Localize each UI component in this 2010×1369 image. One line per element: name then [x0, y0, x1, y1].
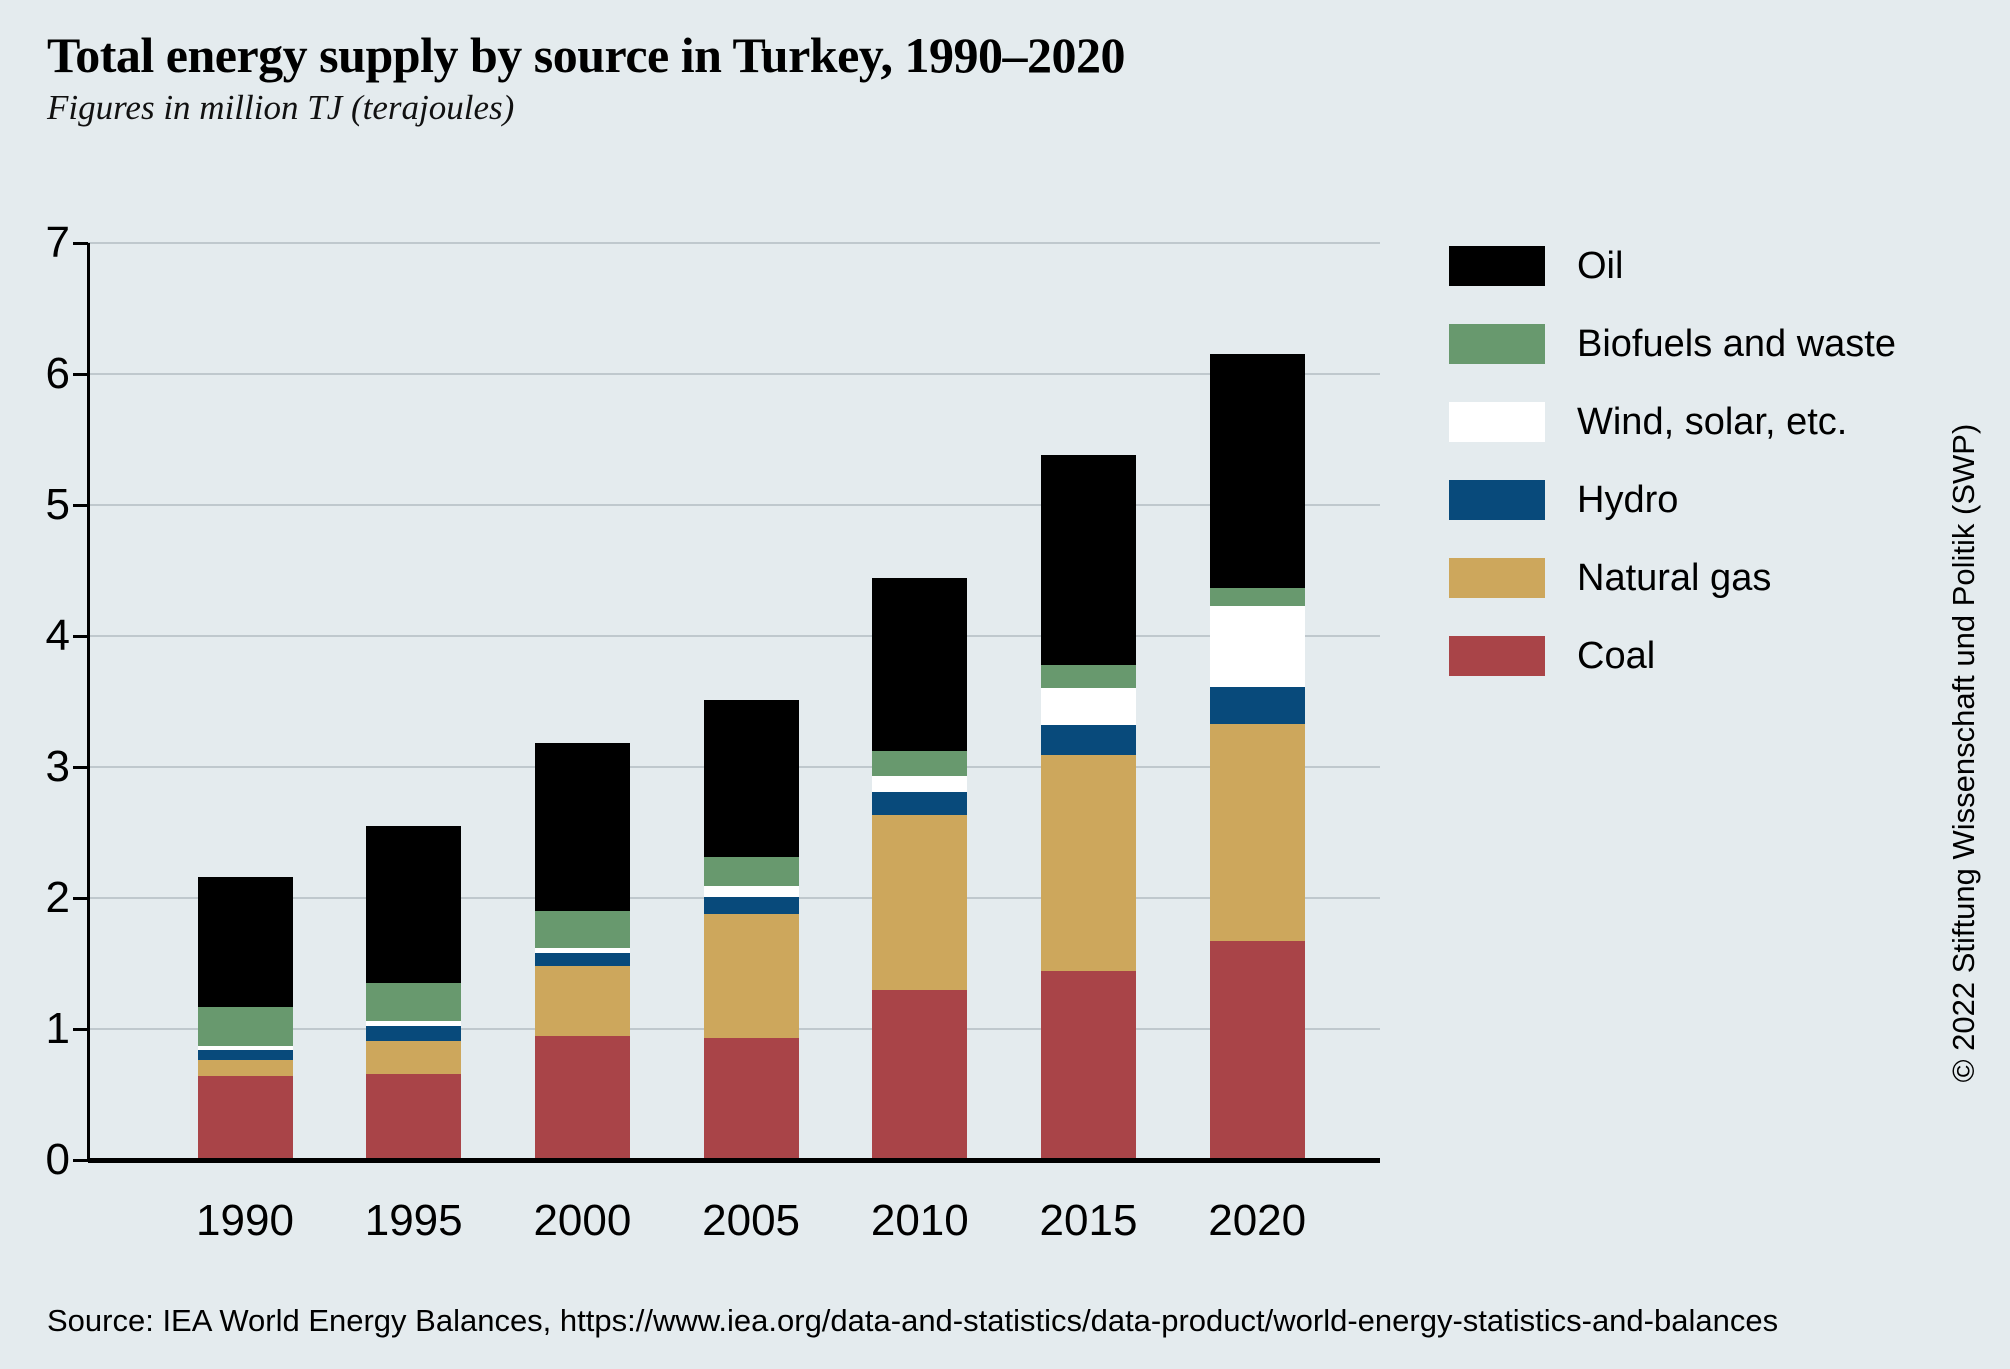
bar-segment-natural-gas-2015 [1041, 755, 1136, 972]
bar-segment-coal-1995 [366, 1073, 462, 1160]
bar-segment-wind-solar-2000 [534, 947, 630, 954]
bar-segment-wind-solar-2015 [1041, 688, 1136, 726]
y-tick-mark-2 [73, 897, 88, 900]
legend-item-natural-gas: Natural gas [1449, 556, 1896, 599]
bar-segment-biofuels-2010 [872, 751, 968, 777]
bar-segment-hydro-2000 [534, 953, 630, 967]
bar-segment-oil-2015 [1041, 455, 1136, 665]
y-tick-label-1: 1 [45, 1004, 70, 1053]
legend: Oil Biofuels and waste Wind, solar, etc. Hy… [1449, 244, 1896, 714]
source-line: Source: IEA World Energy Balances, https… [47, 1303, 1779, 1338]
bar-segment-oil-2010 [872, 578, 968, 752]
x-tick-label-1990: 1990 [196, 1196, 294, 1245]
legend-swatch-coal [1449, 636, 1545, 676]
bar-segment-natural-gas-2005 [703, 913, 799, 1039]
y-tick-label-2: 2 [45, 873, 70, 922]
bar-segment-biofuels-2000 [534, 911, 630, 948]
y-tick-label-0: 0 [45, 1135, 70, 1184]
y-tick-mark-6 [73, 373, 88, 376]
legend-label-oil: Oil [1577, 244, 1624, 287]
legend-swatch-wind-solar [1449, 402, 1545, 442]
y-tick-mark-5 [73, 504, 88, 507]
bar-segment-oil-1990 [197, 877, 293, 1007]
bar-segment-biofuels-2005 [703, 857, 799, 887]
bar-segment-coal-1990 [197, 1076, 293, 1160]
chart-subtitle: Figures in million TJ (terajoules) [47, 88, 515, 127]
bar-segment-hydro-2020 [1209, 687, 1305, 724]
legend-item-wind-solar: Wind, solar, etc. [1449, 400, 1896, 443]
gridline-6 [88, 373, 1380, 375]
legend-label-hydro: Hydro [1577, 478, 1679, 521]
bar-segment-biofuels-1990 [197, 1006, 293, 1047]
x-tick-label-2020: 2020 [1208, 1196, 1307, 1245]
legend-label-biofuels: Biofuels and waste [1577, 322, 1896, 365]
y-tick-mark-0 [73, 1159, 88, 1162]
legend-swatch-natural-gas [1449, 558, 1545, 598]
copyright-vertical: © 2022 Stiftung Wissenschaft und Politik… [1946, 423, 1981, 1083]
y-tick-label-3: 3 [45, 742, 70, 791]
bar-segment-natural-gas-2010 [872, 815, 968, 990]
legend-item-oil: Oil [1449, 244, 1896, 287]
y-tick-mark-3 [73, 766, 88, 769]
legend-item-biofuels: Biofuels and waste [1449, 322, 1896, 365]
gridline-4 [88, 635, 1380, 637]
legend-label-natural-gas: Natural gas [1577, 556, 1772, 599]
legend-swatch-oil [1449, 246, 1545, 286]
y-tick-label-4: 4 [45, 611, 70, 660]
bar-segment-wind-solar-2010 [872, 776, 968, 792]
y-axis-line [87, 243, 90, 1162]
legend-label-wind-solar: Wind, solar, etc. [1577, 400, 1848, 443]
bar-segment-biofuels-2020 [1209, 587, 1305, 606]
bar-segment-natural-gas-2020 [1209, 723, 1305, 942]
bar-segment-hydro-1995 [366, 1026, 462, 1041]
bar-segment-coal-2010 [872, 989, 968, 1160]
bar-segment-biofuels-2015 [1041, 664, 1136, 689]
x-tick-label-2005: 2005 [702, 1196, 801, 1245]
bar-segment-coal-2020 [1209, 941, 1305, 1160]
gridline-7 [88, 242, 1380, 244]
bar-segment-coal-2015 [1041, 971, 1136, 1160]
bar-segment-natural-gas-1995 [366, 1040, 462, 1074]
bar-segment-natural-gas-1990 [197, 1060, 293, 1077]
bar-segment-coal-2000 [534, 1035, 630, 1160]
bar-segment-oil-2005 [703, 700, 799, 858]
y-tick-label-6: 6 [45, 349, 70, 398]
bar-segment-hydro-2015 [1041, 725, 1136, 756]
legend-item-coal: Coal [1449, 634, 1896, 677]
bar-segment-coal-2005 [703, 1038, 799, 1160]
bar-segment-natural-gas-2000 [534, 966, 630, 1036]
bar-segment-wind-solar-1990 [197, 1046, 293, 1050]
x-axis-line [88, 1158, 1380, 1163]
x-tick-label-2010: 2010 [870, 1196, 969, 1245]
chart-plot-area [88, 242, 1380, 1160]
y-tick-mark-1 [73, 1028, 88, 1031]
y-tick-mark-4 [73, 635, 88, 638]
x-tick-label-2000: 2000 [533, 1196, 632, 1245]
bar-segment-oil-1995 [366, 825, 462, 984]
x-tick-label-2015: 2015 [1039, 1196, 1138, 1245]
bar-segment-wind-solar-2020 [1209, 605, 1305, 688]
y-tick-label-7: 7 [45, 218, 70, 267]
bar-segment-wind-solar-2005 [703, 886, 799, 897]
bar-segment-hydro-1990 [197, 1049, 293, 1061]
bar-segment-hydro-2010 [872, 791, 968, 816]
legend-swatch-biofuels [1449, 324, 1545, 364]
legend-swatch-hydro [1449, 480, 1545, 520]
bar-segment-oil-2000 [534, 743, 630, 912]
y-tick-mark-7 [73, 242, 88, 245]
gridline-5 [88, 504, 1380, 506]
chart-title: Total energy supply by source in Turkey,… [47, 27, 1126, 83]
x-tick-label-1995: 1995 [364, 1196, 463, 1245]
bar-segment-oil-2020 [1209, 354, 1305, 588]
legend-label-coal: Coal [1577, 634, 1656, 677]
bar-segment-biofuels-1995 [366, 983, 462, 1022]
bar-segment-wind-solar-1995 [366, 1021, 462, 1027]
bar-segment-hydro-2005 [703, 896, 799, 914]
legend-item-hydro: Hydro [1449, 478, 1896, 521]
y-tick-label-5: 5 [45, 480, 70, 529]
